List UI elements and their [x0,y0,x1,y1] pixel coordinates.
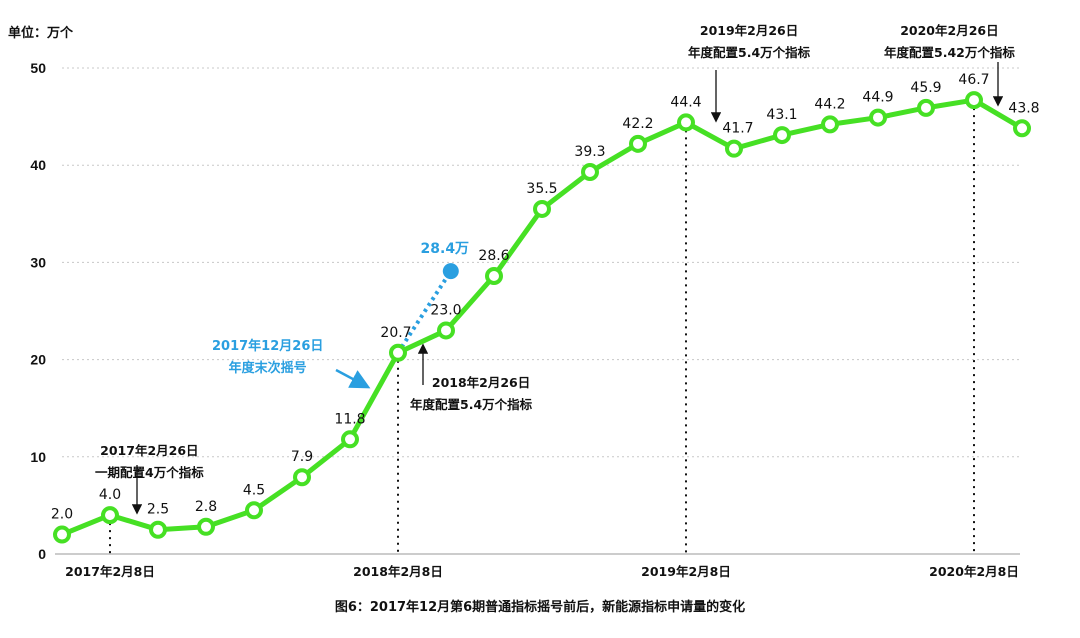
annotation-line1: 2020年2月26日 [900,23,999,38]
data-label: 4.0 [99,487,121,503]
data-point [245,501,263,520]
data-point [533,199,551,218]
projected-point [442,263,459,280]
data-label: 44.2 [814,96,845,112]
data-point [965,91,983,110]
annotation-line2: 一期配置4万个指标 [95,465,204,480]
y-tick-label: 50 [30,60,46,76]
annotation-2019-02-26: 2019年2月26日 年度配置5.4万个指标 [688,20,810,64]
data-label: 44.9 [862,90,893,106]
annotation-arrow [335,368,371,389]
data-label: 42.2 [622,116,653,132]
data-label: 41.7 [722,121,753,137]
unit-label: 单位：万个 [8,26,74,41]
data-point [53,525,71,544]
data-label: 2.5 [147,502,169,518]
data-point [581,163,599,182]
data-point [437,321,455,340]
annotation-2020-02-26: 2020年2月26日 年度配置5.42万个指标 [884,20,1015,64]
data-point [917,98,935,117]
data-point [293,468,311,487]
annotation-line1: 2017年2月26日 [100,443,199,458]
data-label: 11.8 [334,411,365,427]
y-tick-label: 0 [38,546,46,562]
data-point [773,126,791,145]
data-label: 2.0 [51,507,73,523]
annotation-line2: 年度配置5.4万个指标 [688,45,811,60]
data-label: 7.9 [291,449,313,465]
y-tick-label: 30 [30,254,46,270]
projection-line [396,270,453,354]
data-point [1013,119,1031,138]
data-label: 39.3 [574,144,605,160]
data-point [149,520,167,539]
data-point [101,506,119,525]
data-point [821,115,839,134]
data-point [869,108,887,127]
data-label: 46.7 [958,72,989,88]
annotation-line2: 年度配置5.42万个指标 [884,45,1015,60]
annotation-2018-02-26: 2018年2月26日 年度配置5.4万个指标 [410,372,532,416]
data-label: 2.8 [195,499,217,515]
y-tick-label: 40 [30,157,46,173]
data-label: 23.0 [430,302,461,318]
annotation-2017-12-26: 2017年12月26日 年度末次摇号 [212,336,323,380]
annotation-line1: 2019年2月26日 [699,23,799,38]
chart-caption: 图6：2017年12月第6期普通指标摇号前后，新能源指标申请量的变化 [334,600,746,615]
y-tick-label: 10 [30,449,46,465]
projected-point-label: 28.4万 [421,241,470,257]
data-point [629,134,647,153]
data-label: 43.8 [1008,100,1039,116]
data-label: 35.5 [526,181,557,197]
annotation-line2: 年度配置5.4万个指标 [410,397,533,412]
x-tick-label: 2018年2月8日 [353,564,443,579]
data-label: 20.7 [380,325,411,341]
data-point [389,343,407,362]
y-tick-label: 20 [30,352,46,368]
data-point [341,430,359,449]
annotation-line1: 2017年12月26日 [212,339,324,354]
data-point [677,113,695,132]
data-point [197,517,215,536]
x-tick-label: 2020年2月8日 [929,564,1019,579]
data-label: 43.1 [766,107,797,123]
annotation-line2: 年度末次摇号 [228,361,307,376]
annotation-line1: 2018年2月26日 [431,375,531,390]
data-label: 28.6 [478,248,509,264]
x-tick-label: 2017年2月8日 [65,564,155,579]
annotation-2017-02-26: 2017年2月26日 一期配置4万个指标 [95,440,204,484]
data-label: 44.4 [670,94,701,110]
data-point [725,139,743,158]
data-point [485,267,503,286]
x-tick-label: 2019年2月8日 [641,564,731,579]
data-label: 45.9 [910,80,941,96]
data-label: 4.5 [243,482,265,498]
